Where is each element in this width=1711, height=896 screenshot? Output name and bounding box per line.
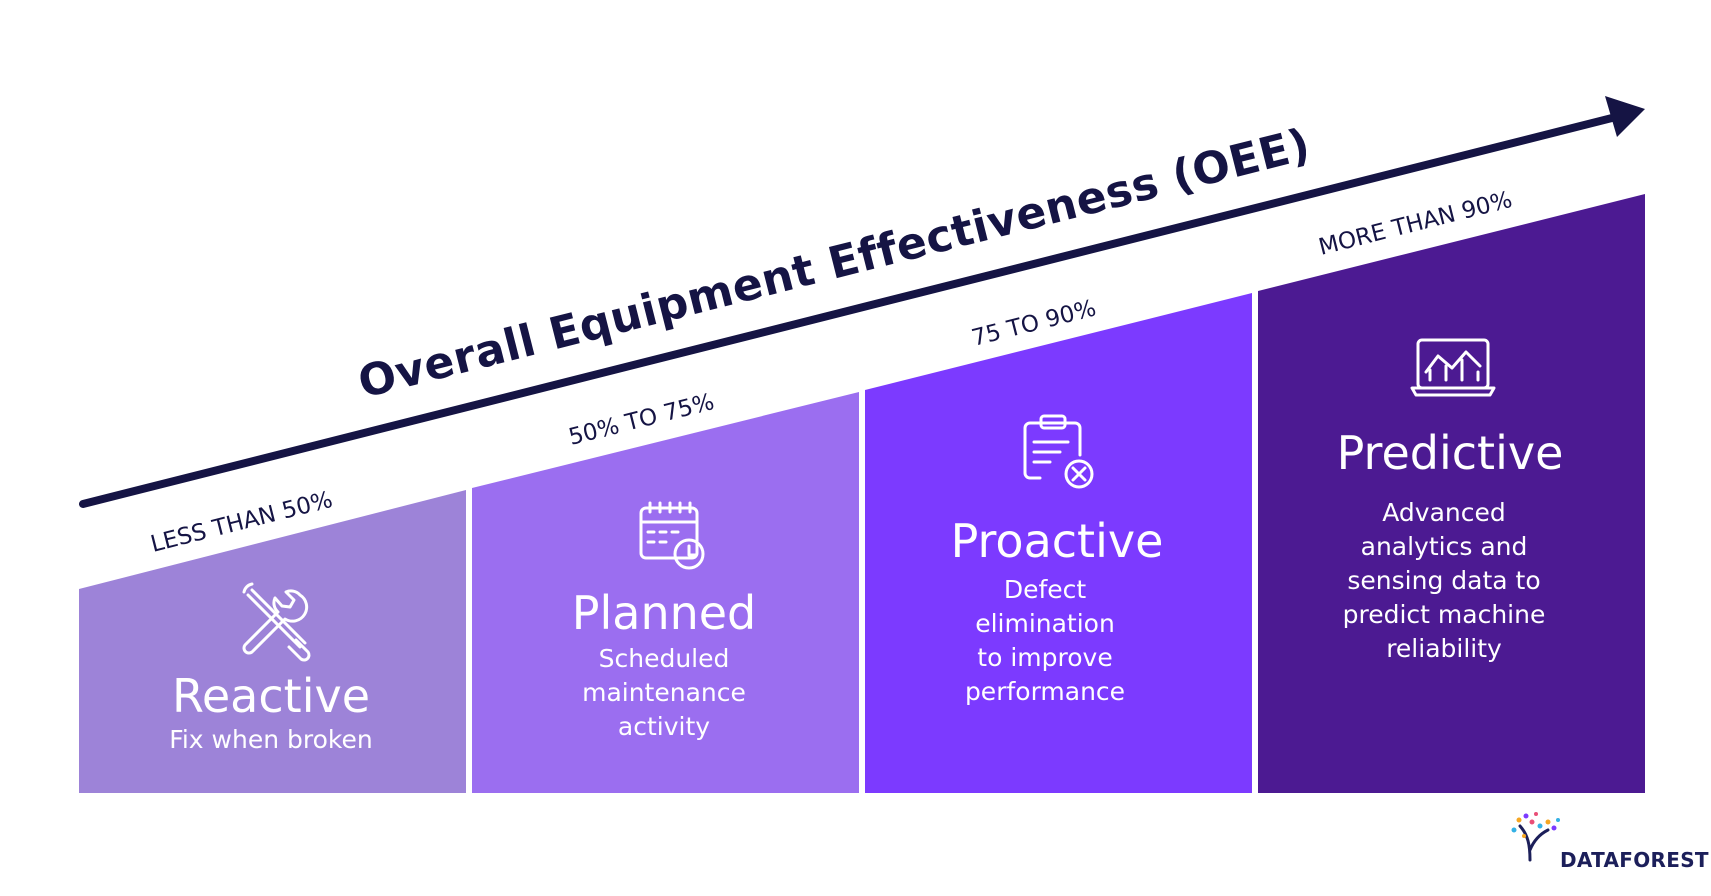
stage-desc-proactive: Defect elimination to improve performanc… xyxy=(964,575,1126,706)
stage-box-reactive xyxy=(79,490,466,793)
oee-arrow-head xyxy=(1605,96,1645,137)
dataforest-logo-mark xyxy=(1511,812,1560,862)
stage-desc-reactive: Fix when broken xyxy=(169,725,373,754)
stage-box-planned xyxy=(472,392,859,793)
stage-title-predictive: Predictive xyxy=(1336,426,1564,480)
wrench-screwdriver-icon xyxy=(242,582,311,662)
stage-title-proactive: Proactive xyxy=(950,514,1164,568)
stage-title-planned: Planned xyxy=(571,586,757,640)
stage-title-reactive: Reactive xyxy=(171,669,370,723)
stage-box-proactive xyxy=(865,293,1252,793)
clipboard-x-icon xyxy=(1023,414,1094,489)
laptop-chart-icon xyxy=(1410,338,1496,397)
stage-desc-predictive: Advanced analytics and sensing data to p… xyxy=(1342,498,1546,663)
dataforest-logo-text: DATAFOREST xyxy=(1560,848,1709,872)
calendar-clock-icon xyxy=(639,501,705,570)
stage-desc-planned: Scheduled maintenance activity xyxy=(582,644,746,741)
oee-arrow-line xyxy=(79,114,1616,508)
stage-box-predictive xyxy=(1258,194,1645,793)
